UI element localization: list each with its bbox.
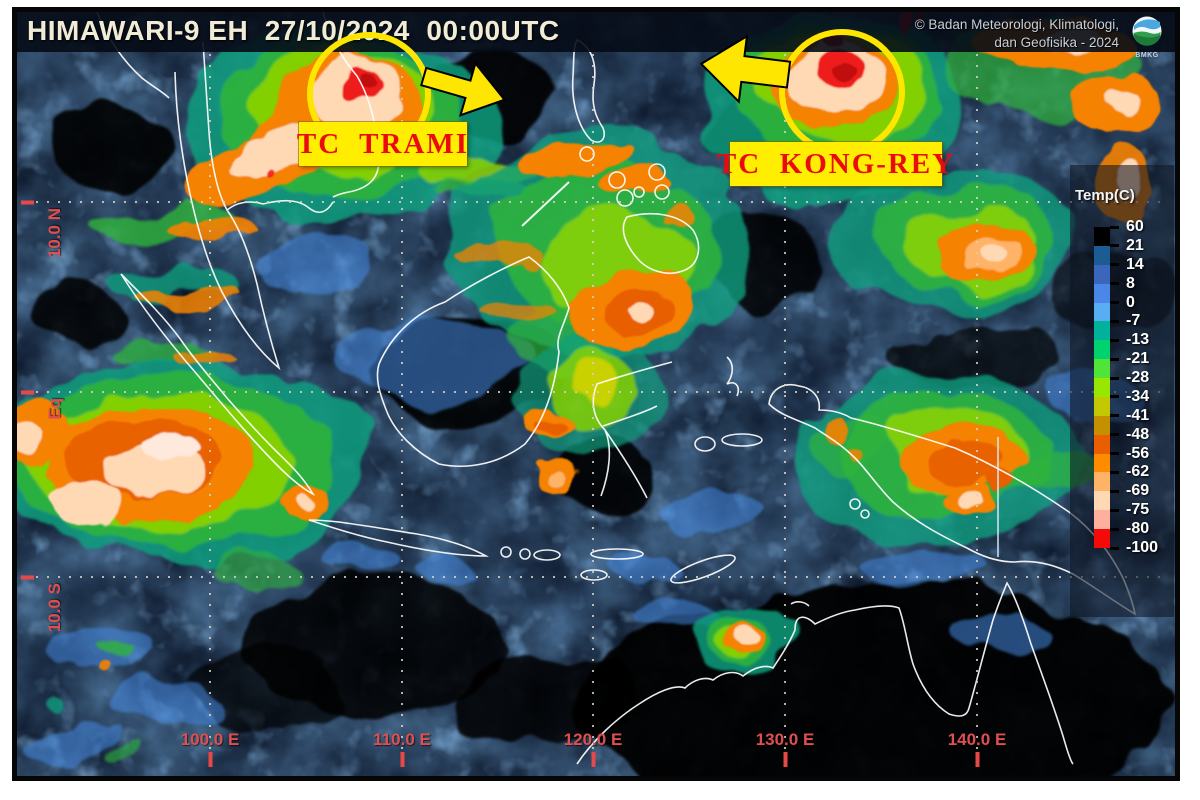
- kongrey-direction-arrow-icon: [699, 34, 792, 104]
- legend-color-segment-0: [1094, 227, 1110, 246]
- kongrey-storm-circle: [779, 29, 905, 155]
- legend-tick-mark-5: [1110, 319, 1119, 323]
- legend-tick-mark-4: [1110, 301, 1119, 305]
- legend-tick-value-4: 0: [1126, 293, 1135, 311]
- credit-line-2: dan Geofisika - 2024: [994, 34, 1119, 50]
- legend-color-segment-4: [1094, 302, 1110, 322]
- temperature-legend: Temp(C) 60 21 14 8 0 -7 -13 -21 -28 -34 -41 -48 -56-…: [1070, 165, 1174, 617]
- lon-label-3: 130.0 E: [755, 730, 815, 749]
- legend-tick-mark-11: [1110, 433, 1119, 437]
- trami-direction-arrow-icon: [420, 61, 507, 117]
- credit-line-1: © Badan Meteorologi, Klimatologi,: [914, 17, 1119, 32]
- legend-tick-value-8: -28: [1126, 369, 1150, 387]
- bmkg-logo-icon: [1132, 16, 1162, 46]
- legend-color-segment-12: [1094, 453, 1110, 473]
- legend-tick-value-2: 14: [1126, 255, 1144, 273]
- legend-color-segment-5: [1094, 321, 1110, 341]
- legend-color-segment-1: [1094, 245, 1110, 265]
- legend-tick-mark-0: [1110, 225, 1119, 229]
- legend-tick-mark-8: [1110, 376, 1119, 380]
- gridlines: [21, 54, 1167, 767]
- legend-color-segment-14: [1094, 491, 1110, 511]
- legend-color-segment-7: [1094, 359, 1110, 378]
- copyright-credit: © Badan Meteorologi, Klimatologi, dan Ge…: [915, 16, 1119, 51]
- legend-tick-mark-10: [1110, 414, 1119, 418]
- legend-tick-value-14: -69: [1126, 482, 1150, 500]
- legend-tick-value-7: -21: [1126, 350, 1150, 368]
- legend-tick-value-15: -75: [1126, 501, 1150, 519]
- lat-label-1: Eq: [45, 398, 64, 420]
- legend-tick-value-16: -80: [1126, 520, 1150, 538]
- trami-storm-label: TC TRAMI: [297, 122, 467, 166]
- legend-color-segment-3: [1094, 283, 1110, 303]
- page-title: HIMAWARI-9 EH 27/10/2024 00:00UTC: [27, 15, 560, 46]
- legend-color-segment-6: [1094, 340, 1110, 360]
- legend-tick-value-13: -62: [1126, 463, 1150, 481]
- legend-title: Temp(C): [1075, 187, 1135, 204]
- legend-color-segment-16: [1094, 529, 1110, 548]
- legend-tick-value-11: -48: [1126, 425, 1150, 443]
- legend-tick-mark-9: [1110, 395, 1119, 399]
- legend-tick-value-1: 21: [1126, 236, 1144, 254]
- legend-tick-value-0: 60: [1126, 218, 1144, 235]
- legend-color-segment-2: [1094, 264, 1110, 284]
- bmkg-logo: BMKG: [1127, 16, 1167, 59]
- legend-tick-value-9: -34: [1126, 387, 1150, 405]
- legend-tick-mark-7: [1110, 357, 1119, 361]
- lon-label-0: 100.0 E: [180, 730, 240, 749]
- legend-colorbar: [1094, 227, 1110, 548]
- legend-tick-value-6: -13: [1126, 331, 1150, 349]
- legend-tick-mark-17: [1110, 546, 1119, 550]
- kongrey-storm-label: TC KONG-REY: [717, 142, 953, 186]
- legend-tick-mark-12: [1110, 452, 1119, 456]
- lat-label-0: 10.0 N: [45, 208, 64, 259]
- legend-color-segment-8: [1094, 378, 1110, 397]
- legend-tick-mark-15: [1110, 508, 1119, 512]
- legend-tick-mark-1: [1110, 244, 1119, 248]
- legend-tick-value-12: -56: [1126, 444, 1150, 462]
- lon-label-2: 120.0 E: [563, 730, 623, 749]
- legend-color-segment-11: [1094, 434, 1110, 454]
- legend-tick-mark-6: [1110, 338, 1119, 342]
- lon-label-4: 140.0 E: [947, 730, 1007, 749]
- map-frame: HIMAWARI-9 EH 27/10/2024 00:00UTC © Bada…: [12, 7, 1180, 781]
- legend-color-segment-10: [1094, 415, 1110, 435]
- satellite-map: [17, 12, 1175, 776]
- legend-tick-value-10: -41: [1126, 406, 1150, 424]
- legend-tick-mark-16: [1110, 527, 1119, 531]
- legend-color-segment-15: [1094, 510, 1110, 529]
- legend-tick-value-5: -7: [1126, 312, 1141, 330]
- legend-tick-mark-14: [1110, 489, 1119, 493]
- legend-tick-mark-13: [1110, 470, 1119, 474]
- legend-tick-mark-3: [1110, 282, 1119, 286]
- legend-tick-value-17: -100: [1126, 539, 1159, 556]
- lon-label-1: 110.0 E: [373, 730, 431, 749]
- legend-tick-value-3: 8: [1126, 274, 1135, 292]
- legend-color-segment-9: [1094, 396, 1110, 416]
- title-bar: HIMAWARI-9 EH 27/10/2024 00:00UTC © Bada…: [17, 12, 1175, 52]
- legend-tick-mark-2: [1110, 263, 1119, 267]
- legend-color-segment-13: [1094, 472, 1110, 492]
- bmkg-logo-label: BMKG: [1135, 52, 1159, 59]
- lat-label-2: 10.0 S: [45, 583, 64, 633]
